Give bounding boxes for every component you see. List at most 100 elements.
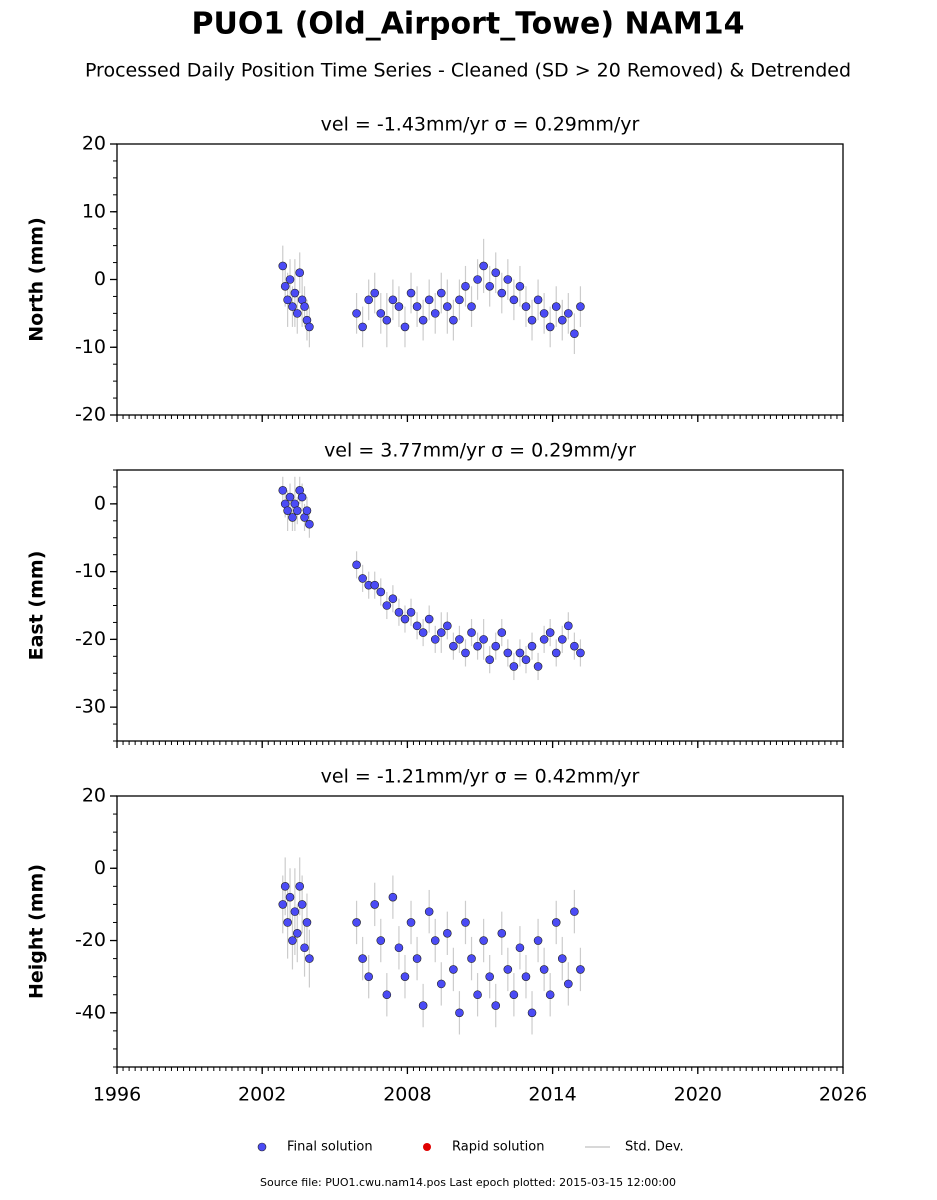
data-point [278, 261, 288, 271]
data-point [302, 506, 312, 515]
axes-frame [116, 795, 844, 1068]
data-point [533, 936, 543, 945]
data-point [443, 929, 452, 938]
data-point [467, 302, 476, 311]
data-point [382, 315, 392, 325]
data-point [455, 1008, 464, 1018]
data-point [376, 587, 386, 597]
y-axis-label: Height (mm) [26, 864, 48, 999]
figure-title: PUO1 (Old_Airport_Towe) NAM14 [192, 7, 745, 42]
x-tick-label: 1996 [93, 1084, 141, 1106]
y-tick-label: -20 [75, 404, 106, 426]
data-point [358, 322, 367, 332]
data-point [443, 302, 452, 311]
x-tick-label: 2008 [383, 1084, 431, 1106]
data-point [394, 607, 404, 617]
data-point [557, 315, 567, 325]
data-point [449, 641, 458, 651]
y-tick-label: -20 [75, 929, 106, 951]
data-point [564, 979, 573, 989]
figure-subtitle: Processed Daily Position Time Series - C… [85, 60, 851, 82]
data-point [436, 979, 446, 989]
data-point [527, 1008, 537, 1018]
data-point [436, 628, 446, 637]
data-point [382, 990, 392, 1000]
legend-label: Final solution [287, 1140, 373, 1155]
data-point [278, 900, 288, 909]
data-point [406, 607, 416, 617]
data-point [455, 295, 464, 305]
data-point [485, 281, 494, 291]
data-point [467, 628, 476, 637]
data-point [503, 965, 513, 974]
data-point [280, 882, 290, 891]
data-point [406, 918, 416, 927]
data-point [302, 918, 312, 927]
data-point [491, 268, 501, 278]
panel-title: vel = 3.77mm/yr σ = 0.29mm/yr [324, 440, 636, 462]
data-point [461, 281, 470, 291]
data-point [564, 621, 573, 631]
data-point [430, 309, 440, 318]
data-point [358, 574, 367, 583]
data-point [570, 641, 579, 651]
data-point [283, 295, 292, 305]
y-tick-label: -30 [75, 696, 106, 718]
data-point [509, 990, 519, 1000]
data-point [280, 281, 290, 291]
data-point [300, 302, 309, 311]
data-point [467, 954, 476, 963]
y-axis-label: North (mm) [26, 217, 48, 342]
legend-marker [423, 1143, 431, 1151]
data-point [283, 506, 292, 515]
data-point [545, 628, 555, 637]
data-point [370, 900, 380, 909]
data-point [352, 309, 361, 318]
data-point [424, 295, 434, 305]
axes-frame [116, 469, 844, 742]
data-point [485, 655, 494, 665]
panel-title: vel = -1.21mm/yr σ = 0.42mm/yr [321, 766, 640, 788]
data-point [412, 302, 422, 311]
data-point [400, 322, 410, 332]
data-point [364, 972, 373, 981]
y-tick-label: 20 [82, 785, 106, 807]
legend-label: Std. Dev. [625, 1140, 684, 1155]
data-point [400, 972, 410, 981]
data-point [424, 614, 434, 624]
panel-title: vel = -1.43mm/yr σ = 0.29mm/yr [321, 114, 640, 136]
data-point [436, 288, 446, 298]
data-point [551, 648, 561, 658]
y-axis-label: East (mm) [26, 551, 48, 661]
data-point [305, 322, 314, 332]
data-point [297, 900, 307, 909]
data-point [473, 641, 482, 651]
data-point [564, 309, 573, 318]
data-point [491, 641, 501, 651]
data-point [461, 918, 470, 927]
data-point [406, 288, 416, 298]
data-point [285, 892, 295, 902]
y-tick-label: 20 [82, 133, 106, 155]
data-point [288, 302, 297, 311]
data-point [515, 648, 525, 658]
data-point [295, 882, 305, 891]
y-tick-label: -10 [75, 336, 106, 358]
data-point [443, 621, 452, 631]
data-point [388, 594, 398, 604]
data-point [285, 492, 295, 502]
data-point [394, 943, 404, 953]
plot-area [278, 238, 585, 355]
data-point [290, 907, 300, 916]
data-point [576, 648, 585, 658]
data-point [394, 302, 404, 311]
data-point [503, 275, 513, 284]
data-point [424, 907, 434, 916]
data-point [430, 635, 440, 644]
data-point [509, 662, 519, 671]
data-point [285, 275, 295, 284]
data-point [283, 918, 292, 927]
data-point [570, 907, 579, 916]
data-point [539, 635, 549, 644]
